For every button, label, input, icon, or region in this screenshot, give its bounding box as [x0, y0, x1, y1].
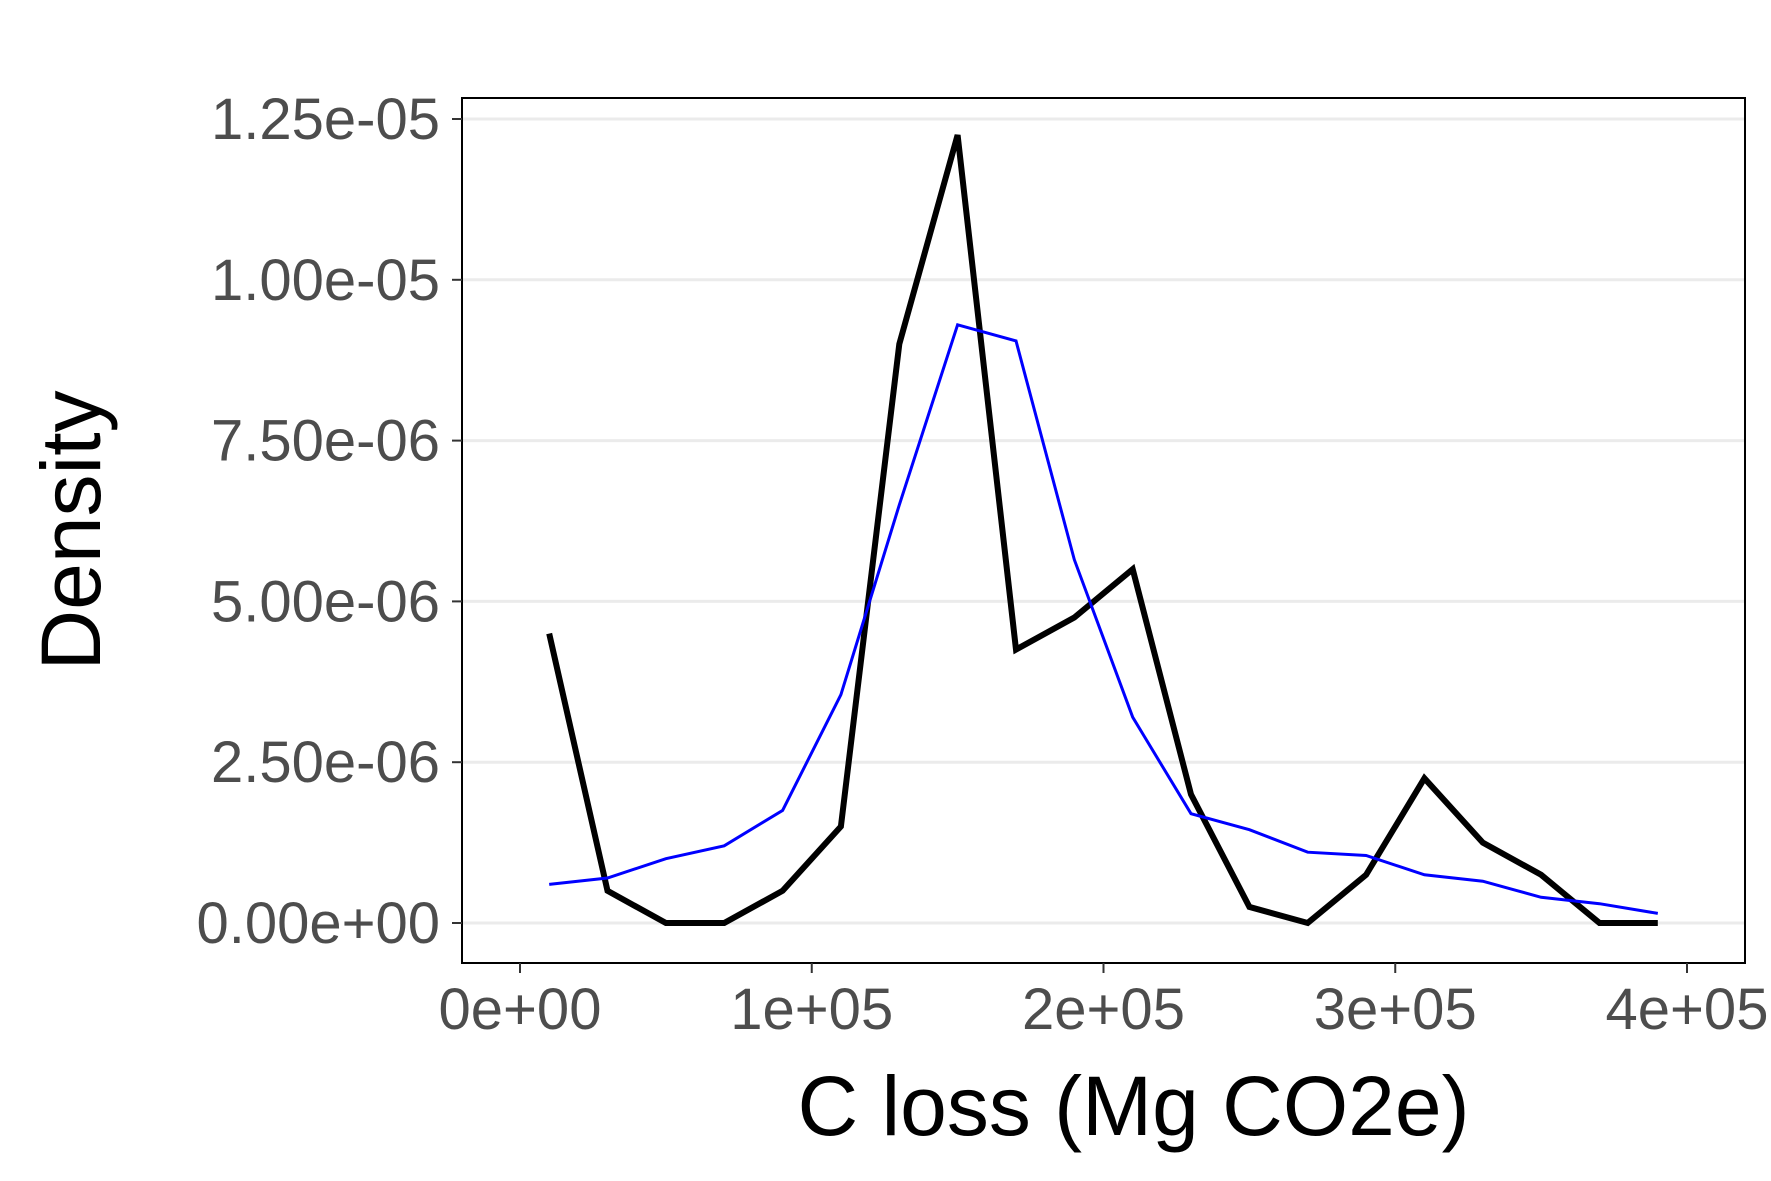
x-tick-label: 0e+00: [439, 977, 602, 1042]
axes: [452, 118, 1688, 973]
series-lines: [546, 134, 1659, 927]
grid-lines: [462, 117, 1745, 925]
x-tick-label: 4e+05: [1606, 977, 1769, 1042]
series-line-black: [546, 134, 1658, 927]
y-tick-label: 1.00e-05: [211, 248, 440, 313]
x-tick-label: 3e+05: [1314, 977, 1477, 1042]
plot-panel-border: [461, 97, 1746, 964]
x-axis-title: C loss (Mg CO2e): [797, 1059, 1469, 1153]
x-tick-label: 2e+05: [1022, 977, 1185, 1042]
y-tick-label: 1.25e-05: [211, 87, 440, 152]
y-tick-label: 5.00e-06: [211, 569, 440, 634]
y-tick-label: 7.50e-06: [211, 409, 440, 474]
x-tick-label: 1e+05: [730, 977, 893, 1042]
y-axis-title: Density: [24, 390, 118, 670]
y-tick-label: 2.50e-06: [211, 730, 440, 795]
y-tick-label: 0.00e+00: [196, 891, 440, 956]
tick-labels: 0.00e+00 2.50e-06 5.00e-06 7.50e-06 1.00e-05…: [196, 87, 1768, 1042]
series-line-blue: [549, 322, 1659, 915]
